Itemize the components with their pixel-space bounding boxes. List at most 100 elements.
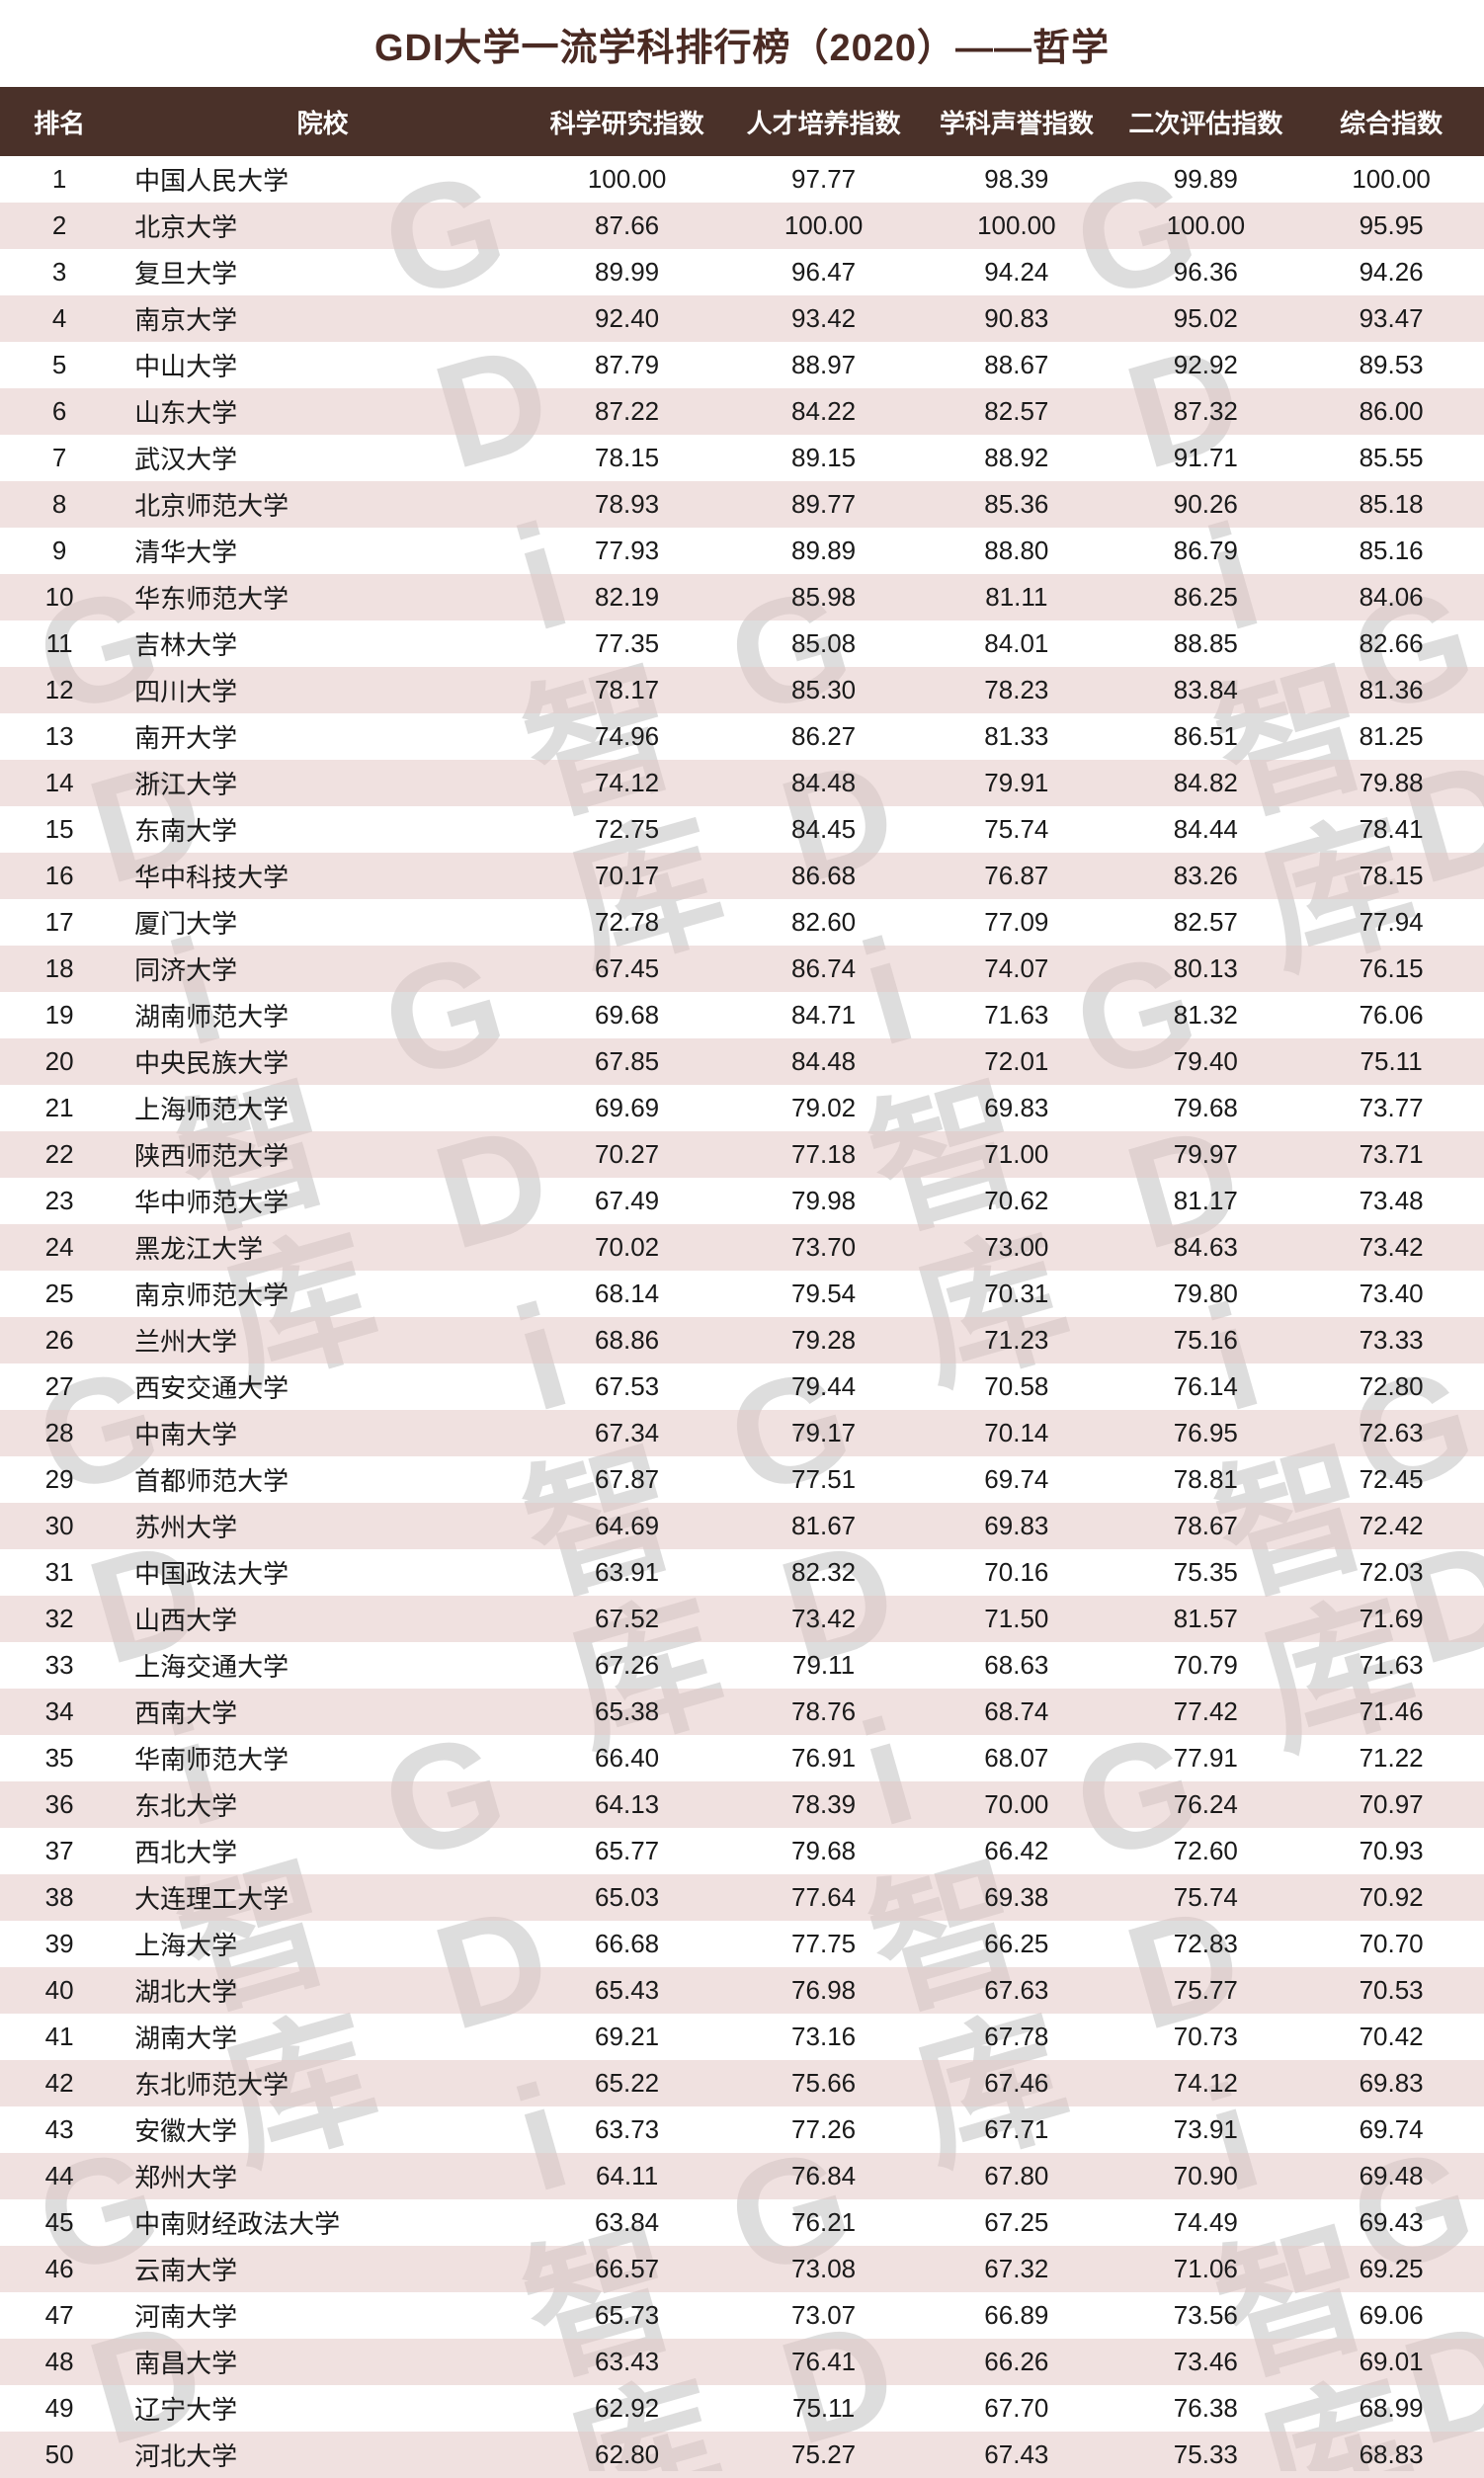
score-cell: 77.09: [984, 907, 1049, 937]
score-cell: 86.68: [791, 861, 857, 890]
score-cell: 67.70: [984, 2393, 1049, 2423]
score-cell: 70.90: [1173, 2161, 1238, 2190]
score-cell: 82.19: [595, 582, 660, 612]
score-cell: 84.06: [1359, 582, 1424, 612]
score-cell: 73.42: [1359, 1232, 1424, 1262]
score-cell: 71.06: [1173, 2254, 1238, 2283]
rank-cell: 43: [44, 2114, 74, 2144]
score-cell: 71.22: [1359, 1743, 1424, 1773]
score-cell: 81.32: [1173, 1000, 1238, 1030]
table-row: 18 同济大学 67.45 86.74 74.07 80.13 76.15: [0, 946, 1484, 992]
rank-cell: 12: [44, 675, 74, 704]
score-cell: 68.07: [984, 1743, 1049, 1773]
rank-cell: 35: [44, 1743, 74, 1773]
score-cell: 79.68: [1173, 1093, 1238, 1122]
institution-cell: 北京师范大学: [134, 491, 289, 521]
table-row: 37 西北大学 65.77 79.68 66.42 72.60 70.93: [0, 1828, 1484, 1874]
score-cell: 67.26: [595, 1650, 660, 1680]
score-cell: 84.45: [791, 814, 857, 844]
score-cell: 75.33: [1173, 2439, 1238, 2469]
rank-cell: 21: [44, 1093, 74, 1122]
score-cell: 77.51: [791, 1464, 857, 1494]
rank-cell: 39: [44, 1929, 74, 1958]
table-row: 15 东南大学 72.75 84.45 75.74 84.44 78.41: [0, 806, 1484, 853]
score-cell: 68.74: [984, 1696, 1049, 1726]
table-row: 17 厦门大学 72.78 82.60 77.09 82.57 77.94: [0, 899, 1484, 946]
score-cell: 75.74: [1173, 1882, 1238, 1912]
score-cell: 78.93: [595, 489, 660, 519]
score-cell: 88.97: [791, 350, 857, 379]
score-cell: 70.02: [595, 1232, 660, 1262]
rank-cell: 49: [44, 2393, 74, 2423]
score-cell: 79.88: [1359, 768, 1424, 797]
rank-cell: 10: [44, 582, 74, 612]
score-cell: 84.63: [1173, 1232, 1238, 1262]
table-row: 13 南开大学 74.96 86.27 81.33 86.51 81.25: [0, 713, 1484, 760]
table-row: 38 大连理工大学 65.03 77.64 69.38 75.74 70.92: [0, 1874, 1484, 1921]
score-cell: 85.36: [984, 489, 1049, 519]
institution-cell: 南昌大学: [134, 2349, 238, 2378]
table-row: 16 华中科技大学 70.17 86.68 76.87 83.26 78.15: [0, 853, 1484, 899]
score-cell: 93.47: [1359, 303, 1424, 333]
score-cell: 79.02: [791, 1093, 857, 1122]
score-cell: 72.83: [1173, 1929, 1238, 1958]
institution-cell: 华中师范大学: [134, 1188, 289, 1217]
score-cell: 73.40: [1359, 1279, 1424, 1308]
score-cell: 87.32: [1173, 396, 1238, 426]
score-cell: 79.40: [1173, 1046, 1238, 1076]
score-cell: 76.98: [791, 1975, 857, 2005]
score-cell: 65.73: [595, 2300, 660, 2330]
institution-cell: 大连理工大学: [134, 1884, 289, 1914]
score-cell: 75.16: [1173, 1325, 1238, 1355]
rank-cell: 29: [44, 1464, 74, 1494]
table-row: 45 中南财经政法大学 63.84 76.21 67.25 74.49 69.43: [0, 2199, 1484, 2246]
score-cell: 79.17: [791, 1418, 857, 1447]
score-cell: 69.43: [1359, 2207, 1424, 2237]
score-cell: 72.03: [1359, 1557, 1424, 1587]
rank-cell: 28: [44, 1418, 74, 1447]
score-cell: 74.12: [1173, 2068, 1238, 2098]
rank-cell: 16: [44, 861, 74, 890]
rank-cell: 18: [44, 953, 74, 983]
table-row: 7 武汉大学 78.15 89.15 88.92 91.71 85.55: [0, 435, 1484, 481]
score-cell: 74.07: [984, 953, 1049, 983]
score-cell: 65.43: [595, 1975, 660, 2005]
table-row: 42 东北师范大学 65.22 75.66 67.46 74.12 69.83: [0, 2060, 1484, 2106]
score-cell: 69.06: [1359, 2300, 1424, 2330]
rank-cell: 2: [51, 210, 67, 240]
score-cell: 85.08: [791, 628, 857, 658]
score-cell: 79.68: [791, 1836, 857, 1865]
score-cell: 65.38: [595, 1696, 660, 1726]
score-cell: 70.58: [984, 1371, 1049, 1401]
score-cell: 72.63: [1359, 1418, 1424, 1447]
table-row: 40 湖北大学 65.43 76.98 67.63 75.77 70.53: [0, 1967, 1484, 2014]
score-cell: 68.14: [595, 1279, 660, 1308]
institution-cell: 安徽大学: [134, 2116, 238, 2146]
score-cell: 83.26: [1173, 861, 1238, 890]
table-row: 19 湖南师范大学 69.68 84.71 71.63 81.32 76.06: [0, 992, 1484, 1038]
score-cell: 70.92: [1359, 1882, 1424, 1912]
col-header-discipline-reputation-index: 学科声誉指数: [920, 87, 1113, 156]
score-cell: 88.92: [984, 443, 1049, 472]
rank-cell: 19: [44, 1000, 74, 1030]
score-cell: 76.41: [791, 2347, 857, 2376]
table-row: 5 中山大学 87.79 88.97 88.67 92.92 89.53: [0, 342, 1484, 388]
score-cell: 66.25: [984, 1929, 1049, 1958]
institution-cell: 四川大学: [134, 677, 238, 706]
institution-cell: 东北师范大学: [134, 2070, 289, 2100]
score-cell: 71.50: [984, 1604, 1049, 1633]
score-cell: 92.92: [1173, 350, 1238, 379]
score-cell: 84.01: [984, 628, 1049, 658]
institution-cell: 中山大学: [134, 352, 238, 381]
score-cell: 82.32: [791, 1557, 857, 1587]
rank-cell: 42: [44, 2068, 74, 2098]
col-header-science-research-index: 科学研究指数: [527, 87, 727, 156]
table-row: 11 吉林大学 77.35 85.08 84.01 88.85 82.66: [0, 620, 1484, 667]
rank-cell: 15: [44, 814, 74, 844]
institution-cell: 苏州大学: [134, 1513, 238, 1542]
score-cell: 63.91: [595, 1557, 660, 1587]
score-cell: 84.48: [791, 768, 857, 797]
table-body: 1 中国人民大学 100.00 97.77 98.39 99.89 100.00 2 北京大学 8…: [0, 156, 1484, 2478]
score-cell: 69.01: [1359, 2347, 1424, 2376]
title-area: GDI大学一流学科排行榜（2020）——哲学: [0, 0, 1484, 87]
